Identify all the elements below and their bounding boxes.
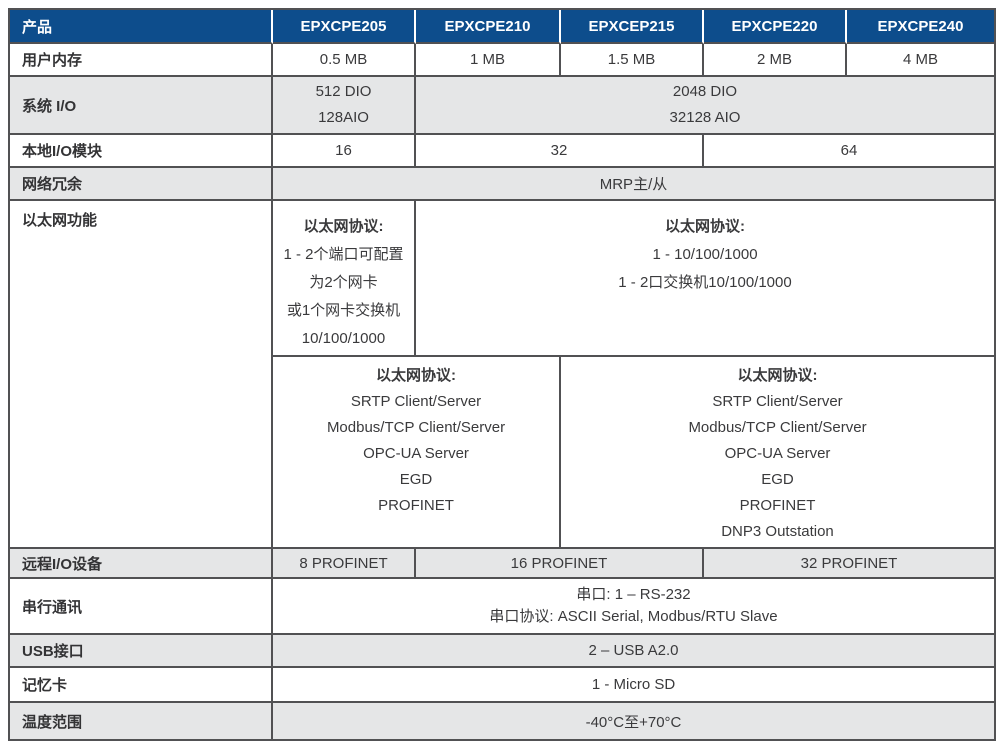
user-memory-value: 1.5 MB: [561, 44, 704, 77]
serial-comm-value: 串口: 1 – RS-232 串口协议: ASCII Serial, Modbu…: [273, 579, 994, 635]
row-temperature: 温度范围 -40°C至+70°C: [10, 703, 994, 739]
network-redundancy-value: MRP主/从: [273, 168, 994, 201]
temperature-value: -40°C至+70°C: [273, 703, 994, 739]
local-io-value-16: 16: [273, 135, 416, 168]
ethernet-ports-others-body: 1 - 10/100/1000 1 - 2口交换机10/100/1000: [618, 246, 792, 291]
user-memory-value: 4 MB: [847, 44, 994, 77]
usb-value: 2 – USB A2.0: [273, 635, 994, 668]
ethernet-label: 以太网功能: [10, 201, 273, 549]
remote-io-label: 远程I/O设备: [10, 549, 273, 579]
memory-card-label: 记忆卡: [10, 668, 273, 703]
ethernet-ports-205-cell: 以太网协议: 1 - 2个端口可配置 为2个网卡 或1个网卡交换机 10/100…: [273, 201, 416, 357]
local-io-value-64: 64: [704, 135, 994, 168]
remote-io-value-8: 8 PROFINET: [273, 549, 416, 579]
ethernet-protocol-heading: 以太网协议:: [665, 218, 745, 235]
header-product-epxcpe240: EPXCPE240: [847, 10, 994, 44]
user-memory-label: 用户内存: [10, 44, 273, 77]
ethernet-protocols-right-body: SRTP Client/Server Modbus/TCP Client/Ser…: [688, 393, 867, 540]
system-io-value-205: 512 DIO 128AIO: [273, 77, 416, 135]
header-product-epxcep215: EPXCEP215: [561, 10, 704, 44]
user-memory-value: 1 MB: [416, 44, 561, 77]
row-system-io: 系统 I/O 512 DIO 128AIO 2048 DIO 32128 AIO: [10, 77, 994, 135]
header-product-epxcpe210: EPXCPE210: [416, 10, 561, 44]
header-product-epxcpe205: EPXCPE205: [273, 10, 416, 44]
row-serial-comm: 串行通讯 串口: 1 – RS-232 串口协议: ASCII Serial, …: [10, 579, 994, 635]
local-io-label: 本地I/O模块: [10, 135, 273, 168]
ethernet-ports-others-cell: 以太网协议: 1 - 10/100/1000 1 - 2口交换机10/100/1…: [416, 201, 994, 357]
user-memory-value: 2 MB: [704, 44, 847, 77]
ethernet-protocol-heading: 以太网协议:: [376, 367, 456, 384]
row-ethernet-protocols: 以太网协议: SRTP Client/Server Modbus/TCP Cli…: [10, 357, 994, 549]
serial-comm-label: 串行通讯: [10, 579, 273, 635]
row-remote-io: 远程I/O设备 8 PROFINET 16 PROFINET 32 PROFIN…: [10, 549, 994, 579]
header-row: 产品 EPXCPE205 EPXCPE210 EPXCEP215 EPXCPE2…: [10, 10, 994, 44]
temperature-label: 温度范围: [10, 703, 273, 739]
product-spec-table-container: 产品 EPXCPE205 EPXCPE210 EPXCEP215 EPXCPE2…: [8, 8, 996, 741]
product-spec-table: 产品 EPXCPE205 EPXCPE210 EPXCEP215 EPXCPE2…: [8, 8, 996, 741]
row-usb: USB接口 2 – USB A2.0: [10, 635, 994, 668]
row-memory-card: 记忆卡 1 - Micro SD: [10, 668, 994, 703]
remote-io-value-32: 32 PROFINET: [704, 549, 994, 579]
ethernet-protocol-heading: 以太网协议:: [303, 218, 384, 235]
local-io-value-32: 32: [416, 135, 704, 168]
row-local-io-modules: 本地I/O模块 16 32 64: [10, 135, 994, 168]
remote-io-value-16: 16 PROFINET: [416, 549, 704, 579]
row-network-redundancy: 网络冗余 MRP主/从: [10, 168, 994, 201]
network-redundancy-label: 网络冗余: [10, 168, 273, 201]
header-product-label: 产品: [10, 10, 273, 44]
ethernet-protocols-left-cell: 以太网协议: SRTP Client/Server Modbus/TCP Cli…: [273, 357, 561, 549]
ethernet-protocol-heading: 以太网协议:: [737, 367, 818, 384]
header-product-epxcpe220: EPXCPE220: [704, 10, 847, 44]
row-user-memory: 用户内存 0.5 MB 1 MB 1.5 MB 2 MB 4 MB: [10, 44, 994, 77]
system-io-label: 系统 I/O: [10, 77, 273, 135]
system-io-value-others: 2048 DIO 32128 AIO: [416, 77, 994, 135]
memory-card-value: 1 - Micro SD: [273, 668, 994, 703]
ethernet-protocols-left-body: SRTP Client/Server Modbus/TCP Client/Ser…: [326, 393, 506, 514]
ethernet-protocols-right-cell: 以太网协议: SRTP Client/Server Modbus/TCP Cli…: [561, 357, 994, 549]
row-ethernet-ports: 以太网功能 以太网协议: 1 - 2个端口可配置 为2个网卡 或1个网卡交换机 …: [10, 201, 994, 549]
user-memory-value: 0.5 MB: [273, 44, 416, 77]
usb-label: USB接口: [10, 635, 273, 668]
ethernet-ports-205-body: 1 - 2个端口可配置 为2个网卡 或1个网卡交换机 10/100/1000: [283, 246, 404, 347]
